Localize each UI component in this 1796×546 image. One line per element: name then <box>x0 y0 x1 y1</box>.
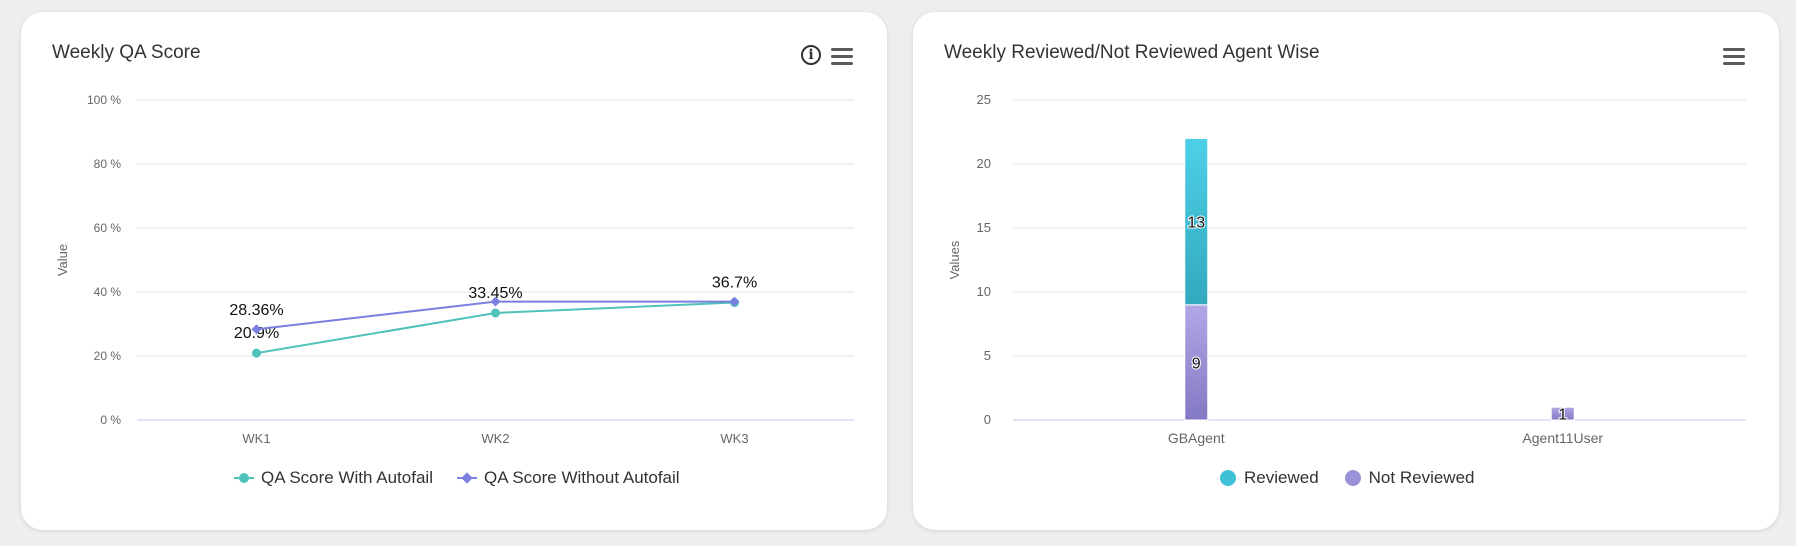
card-title: Weekly Reviewed/Not Reviewed Agent Wise <box>944 42 1320 63</box>
legend-label: QA Score With Autofail <box>261 468 433 487</box>
legend-item-without-autofail[interactable]: QA Score Without Autofail <box>456 468 680 488</box>
legend-label: Not Reviewed <box>1368 468 1475 487</box>
y-tick-label: 5 <box>984 348 991 363</box>
bar-segment <box>1184 137 1209 306</box>
legend-marker <box>456 472 477 484</box>
data-label: 9 <box>1192 355 1201 372</box>
data-label: 13 <box>1187 215 1205 232</box>
y-tick-label: 10 <box>977 284 991 299</box>
legend-item-not-reviewed[interactable]: Not Reviewed <box>1344 468 1475 488</box>
weekly-qa-score-card: Weekly QA Score i 0 % 20 % 40 % 60 % 80 % 100… <box>21 12 887 530</box>
y-tick-label: 25 <box>977 92 991 107</box>
y-tick-label: 20 % <box>94 349 122 363</box>
y-tick-label: 0 <box>984 412 991 427</box>
data-point <box>729 296 740 307</box>
legend-label: QA Score Without Autofail <box>483 468 680 487</box>
x-tick-label: WK1 <box>242 431 270 446</box>
legend-marker <box>234 473 254 483</box>
bar-segment <box>1550 406 1575 421</box>
x-tick-label: WK3 <box>720 431 748 446</box>
bar-chart-legend: Reviewed Not Reviewed <box>1220 468 1474 488</box>
menu-icon[interactable] <box>1723 48 1745 66</box>
legend-marker <box>1344 470 1361 486</box>
line-chart-legend: QA Score With Autofail QA Score Without … <box>234 468 680 488</box>
legend-label: Reviewed <box>1244 468 1319 487</box>
weekly-reviewed-card: Weekly Reviewed/Not Reviewed Agent Wise … <box>913 12 1779 530</box>
y-tick-label: 80 % <box>94 157 122 171</box>
legend-item-with-autofail[interactable]: QA Score With Autofail <box>234 468 433 488</box>
y-tick-label: 40 % <box>94 285 122 299</box>
line-chart: 0 %20 %40 %60 %80 %100 %ValueWK1WK2WK320… <box>55 93 854 446</box>
legend-item-reviewed[interactable]: Reviewed <box>1220 468 1319 488</box>
y-axis-title: Values <box>947 240 962 279</box>
y-tick-label: 15 <box>977 220 991 235</box>
y-axis-title: Value <box>55 244 70 276</box>
data-point <box>490 296 501 307</box>
bar-chart: 0 5 10 15 20 25 Values GBAgent 9 13 Agent11User 1 <box>947 92 1746 446</box>
y-tick-label: 20 <box>977 156 991 171</box>
y-tick-label: 100 % <box>87 93 121 107</box>
menu-icon[interactable] <box>831 48 853 66</box>
legend-marker <box>1220 470 1236 486</box>
card-title: Weekly QA Score <box>52 42 201 63</box>
x-tick-label: Agent11User <box>1522 430 1603 446</box>
data-label: 33.45% <box>468 285 522 302</box>
data-label: 1 <box>1558 407 1567 424</box>
data-label: 36.7% <box>712 275 757 292</box>
x-tick-label: GBAgent <box>1168 430 1225 446</box>
info-icon[interactable]: i <box>801 45 821 65</box>
y-tick-label: 60 % <box>94 221 122 235</box>
data-point <box>252 348 261 358</box>
y-tick-label: 0 % <box>100 413 121 427</box>
data-point <box>491 308 500 318</box>
data-label: 28.36% <box>229 302 283 319</box>
x-tick-label: WK2 <box>481 431 509 446</box>
